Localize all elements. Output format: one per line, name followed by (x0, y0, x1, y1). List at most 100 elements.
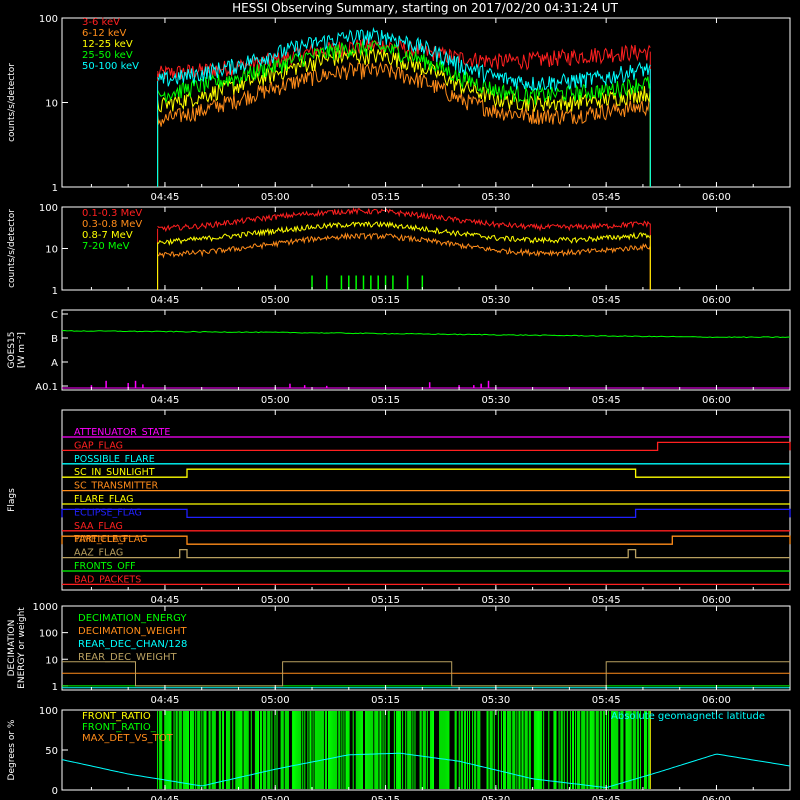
panel-2: 1 10 100 04:45 05:00 05:15 05:30 05:45 06:00 coun… (7, 203, 791, 306)
x-tick-label: 04:45 (151, 695, 180, 706)
flag-label: FLARE_FLAG (74, 494, 134, 505)
y-tick-label: 1 (52, 286, 58, 297)
legend-entry: 0.8-7 MeV (82, 230, 133, 241)
x-tick-label: 05:15 (371, 395, 400, 406)
x-tick-label: 05:45 (592, 395, 621, 406)
y-axis-label: [W m⁻²] (17, 332, 27, 368)
panel-frame (61, 605, 791, 691)
y-tick-label: A0.1 (35, 382, 58, 393)
x-tick-label: 05:30 (481, 695, 510, 706)
flag-line (61, 508, 791, 519)
panel-5: 1 10 100 1000 04:45 05:00 05:15 05:30 05:45 06:00… (7, 602, 791, 706)
y-tick-label: B (51, 334, 58, 345)
lightcurve-0-3-0-8-MeV (157, 232, 651, 259)
flag-label: SC_TRANSMITTER (74, 481, 159, 492)
x-tick-label: 05:00 (261, 595, 290, 606)
flag-label: SC_IN_SUNLIGHT (74, 467, 155, 478)
y-tick-label: A (51, 358, 58, 369)
flag-label: BAD_PACKETS (74, 574, 141, 585)
y-tick-label: 100 (39, 629, 58, 640)
y-tick-label: 1 (52, 183, 58, 194)
y-axis-label: counts/s/detector (7, 209, 17, 288)
y-axis-label: Flags (7, 488, 17, 512)
legend-entry: 50-100 keV (82, 61, 139, 72)
geomagnetic-latitude-line (61, 752, 791, 789)
y-tick-label: 10 (45, 99, 58, 110)
flag-line (61, 535, 791, 545)
decimation-line-REAR_DEC_WEIGHT (62, 661, 790, 687)
x-tick-label: 06:00 (702, 192, 731, 203)
panel-frame (61, 309, 791, 391)
x-tick-label: 05:30 (481, 795, 510, 800)
flag-label: SAA_FLAG (74, 521, 123, 532)
y-axis-label: Degrees or % (7, 719, 17, 780)
y-axis-label: ENERGY or weight (17, 607, 27, 689)
x-tick-label: 05:45 (592, 595, 621, 606)
flag-label: AAZ_FLAG (74, 548, 123, 559)
lightcurve-25-50-keV (157, 39, 651, 106)
legend-entry: DECIMATION_WEIGHT (78, 626, 187, 637)
lightcurve-0-8-7-MeV (157, 220, 651, 247)
flag-label: FRONTS_OFF (74, 561, 136, 572)
x-tick-label: 05:15 (371, 695, 400, 706)
legend-entry: 0.3-0.8 MeV (82, 219, 142, 230)
x-tick-label: 04:45 (151, 595, 180, 606)
flag-label: ECLIPSE_FLAG (74, 507, 142, 518)
flag-label: POSSIBLE_FLARE (74, 454, 155, 465)
panel-frame (61, 409, 791, 591)
legend-entry: MAX_DET_VS_TOT (82, 733, 174, 744)
x-tick-label: 05:45 (592, 295, 621, 306)
x-tick-label: 04:45 (151, 795, 180, 800)
panel-3: A0.1 A B C 04:45 05:00 05:15 05:30 05:45 06:00 GOE… (7, 309, 791, 406)
x-tick-label: 05:00 (261, 695, 290, 706)
flag-label: PARTICLE_FLAG (74, 534, 147, 545)
flag-line (62, 548, 790, 559)
flag-label: GAP_FLAG (74, 440, 123, 451)
flag-line (62, 468, 790, 478)
x-tick-label: 05:30 (481, 395, 510, 406)
y-tick-label: 0 (52, 786, 58, 797)
x-tick-label: 04:45 (151, 395, 180, 406)
x-tick-label: 05:45 (592, 192, 621, 203)
x-tick-label: 06:00 (702, 595, 731, 606)
x-tick-label: 05:15 (371, 295, 400, 306)
x-tick-label: 04:45 (151, 295, 180, 306)
x-tick-label: 06:00 (702, 395, 731, 406)
y-axis-label: GOES15 (7, 332, 17, 369)
panel-1: 1 10 100 04:45 05:00 05:15 05:30 05:45 06:00 coun… (7, 14, 791, 203)
y-tick-label: 100 (39, 203, 58, 214)
legend-entry: 3-6 keV (82, 17, 120, 28)
y-tick-label: 1 (52, 682, 58, 693)
legend-entry: 12-25 keV (82, 39, 133, 50)
x-tick-label: 05:00 (261, 295, 290, 306)
legend-entry: FRONT_RATIO (82, 711, 151, 722)
x-tick-label: 05:15 (371, 595, 400, 606)
legend-entry: DECIMATION_ENERGY (78, 613, 187, 624)
x-tick-label: 05:00 (261, 192, 290, 203)
flag-label: ATTENUATOR_STATE (74, 427, 170, 438)
x-tick-label: 05:45 (592, 695, 621, 706)
x-tick-label: 05:45 (592, 795, 621, 800)
y-tick-label: 10 (45, 245, 58, 256)
legend-entry: Absolute geomagnetic latitude (611, 711, 765, 722)
flag-label-overlap: TIME_FLAG (73, 534, 126, 545)
y-tick-label: 50 (45, 746, 58, 757)
x-tick-label: 05:15 (371, 192, 400, 203)
x-tick-label: 05:30 (481, 595, 510, 606)
flag-line (62, 441, 791, 452)
x-tick-label: 06:00 (702, 695, 731, 706)
legend-entry: 6-12 keV (82, 28, 126, 39)
x-tick-label: 06:00 (702, 295, 731, 306)
x-tick-label: 06:00 (702, 795, 731, 800)
legend-entry: REAR_DEC_CHAN/128 (78, 639, 187, 650)
x-tick-label: 05:15 (371, 795, 400, 800)
goes-flux-line (61, 329, 791, 339)
y-axis-label: counts/s/detector (7, 63, 17, 142)
lightcurve-6-12-keV (157, 61, 651, 127)
lightcurve-50-100-keV (157, 26, 651, 93)
y-tick-label: 100 (39, 14, 58, 25)
y-tick-label: 10 (45, 655, 58, 666)
